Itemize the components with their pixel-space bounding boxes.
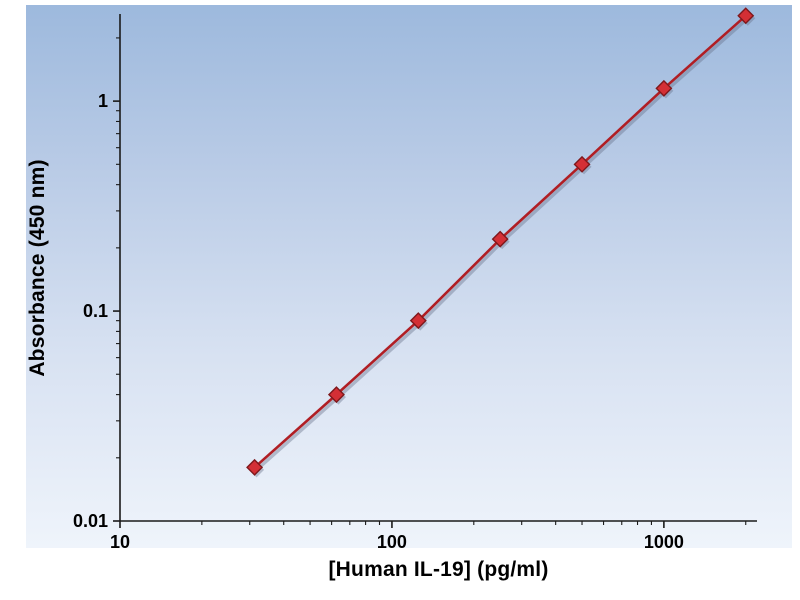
y-tick-label: 0.01 xyxy=(73,511,108,531)
x-tick-label: 10 xyxy=(110,532,130,552)
data-point-marker xyxy=(655,79,673,97)
y-tick-label: 1 xyxy=(98,91,108,111)
x-axis-title: [Human IL-19] (pg/ml) xyxy=(328,558,549,581)
axis-tick-labels: 10 100 1000 0.01 0.1 1 xyxy=(73,91,684,552)
data-point-marker xyxy=(737,7,755,25)
data-series xyxy=(246,7,755,476)
x-tick-label: 100 xyxy=(377,532,407,552)
data-point-marker xyxy=(246,458,264,476)
data-point-marker xyxy=(491,230,509,248)
y-tick-label: 0.1 xyxy=(83,301,108,321)
data-point-marker xyxy=(409,312,427,330)
x-tick-label: 1000 xyxy=(644,532,684,552)
data-point-marker xyxy=(573,155,591,173)
axis-ticks xyxy=(113,37,747,528)
data-point-marker xyxy=(327,386,345,404)
y-axis-title-text: Absorbance (450 nm) xyxy=(26,159,49,377)
